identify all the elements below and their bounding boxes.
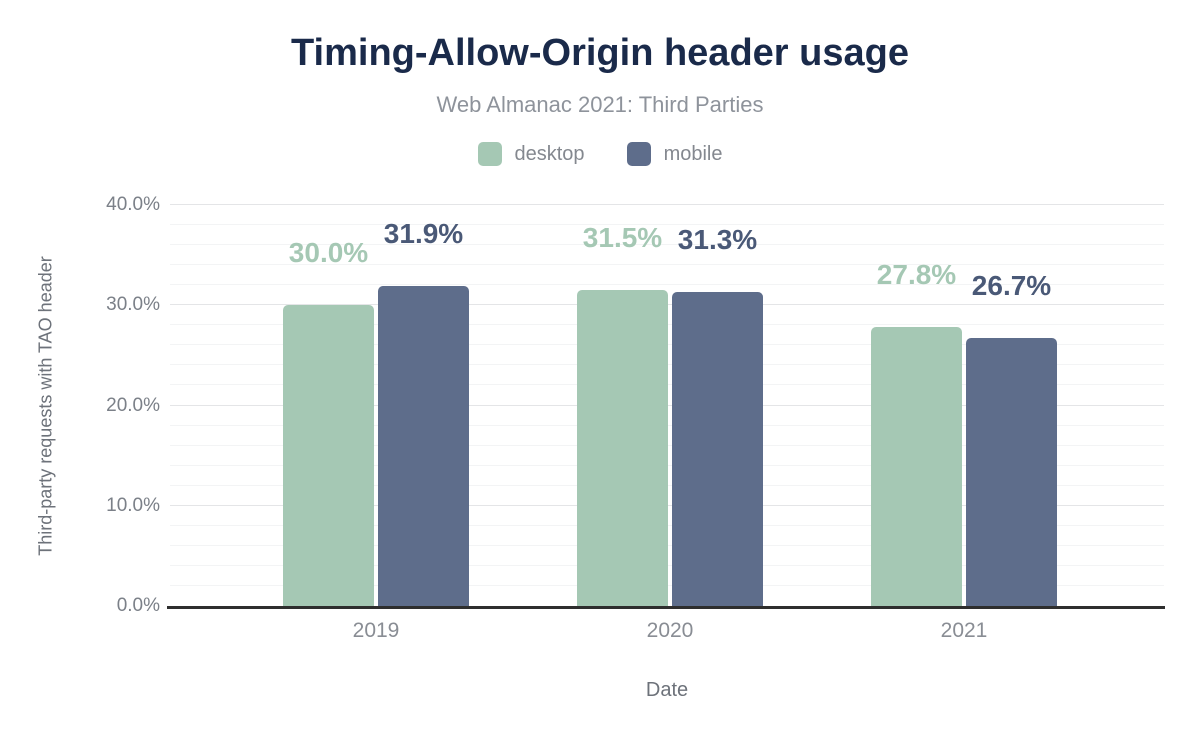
y-tick-label: 40.0% <box>106 194 160 215</box>
x-tick-label-2019: 2019 <box>352 619 400 642</box>
legend-item-desktop[interactable]: desktop <box>477 142 585 166</box>
gridline-minor <box>170 224 1164 226</box>
bar-mobile-2020[interactable] <box>672 292 763 606</box>
x-axis-line <box>167 606 1165 609</box>
gridline-minor <box>170 284 1164 286</box>
legend: desktop mobile <box>0 142 1200 166</box>
bar-mobile-2019[interactable] <box>378 286 469 606</box>
bar-value-label-mobile-2021: 26.7% <box>971 270 1052 302</box>
y-tick-label: 0.0% <box>116 595 160 616</box>
legend-item-mobile[interactable]: mobile <box>626 142 723 166</box>
chart-subtitle: Web Almanac 2021: Third Parties <box>436 92 764 117</box>
legend-swatch-desktop <box>477 142 502 166</box>
y-tick-label: 10.0% <box>106 494 160 516</box>
legend-swatch-mobile <box>626 142 651 166</box>
y-tick-label: 20.0% <box>106 394 160 416</box>
bar-desktop-2020[interactable] <box>577 290 668 606</box>
plot-area: 30.0% 31.9% 31.5% 31.3% 27.8% 26.7% <box>170 204 1164 606</box>
x-tick-label-2020: 2020 <box>646 619 694 642</box>
bar-mobile-2021[interactable] <box>966 338 1057 606</box>
bar-value-label-desktop-2019: 30.0% <box>288 237 369 269</box>
y-tick-label: 30.0% <box>106 294 160 316</box>
gridline-minor <box>170 264 1164 266</box>
bar-desktop-2021[interactable] <box>871 327 962 606</box>
bar-desktop-2019[interactable] <box>283 305 374 606</box>
x-axis-title: Date <box>645 679 689 701</box>
x-tick-label-2021: 2021 <box>940 619 988 642</box>
bar-value-label-mobile-2020: 31.3% <box>677 224 758 256</box>
legend-label: mobile <box>663 142 723 165</box>
gridline-minor <box>170 244 1164 246</box>
legend-label: desktop <box>514 142 585 165</box>
bar-value-label-desktop-2021: 27.8% <box>876 259 957 291</box>
x-axis-ticks: 2019 2020 2021 <box>170 619 1164 645</box>
y-axis-ticks: 0.0% 10.0% 20.0% 30.0% 40.0% <box>0 194 160 616</box>
gridline-major <box>170 204 1164 205</box>
bar-value-label-mobile-2019: 31.9% <box>383 218 464 250</box>
chart-title: Timing-Allow-Origin header usage <box>291 32 909 74</box>
bar-value-label-desktop-2020: 31.5% <box>582 222 663 254</box>
